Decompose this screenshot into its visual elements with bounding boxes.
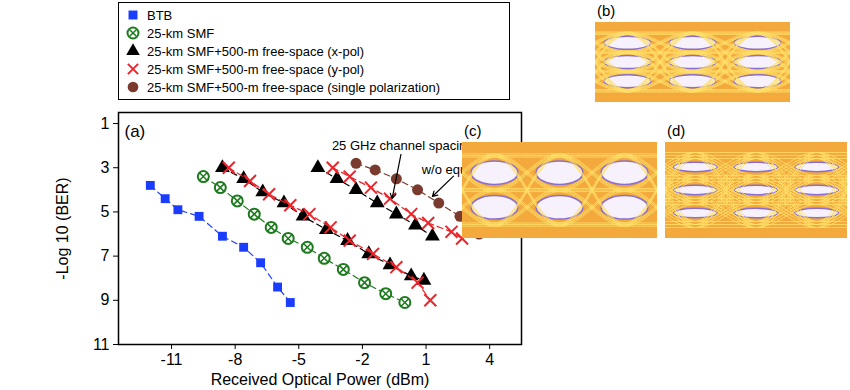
svg-text:4: 4 xyxy=(485,351,494,368)
svg-text:(d): (d) xyxy=(667,122,685,139)
svg-text:25 GHz channel spacing: 25 GHz channel spacing xyxy=(332,138,474,153)
svg-text:w/o equalizer: w/o equalizer xyxy=(421,162,499,177)
svg-text:-5: -5 xyxy=(292,351,306,368)
svg-text:11: 11 xyxy=(93,336,110,353)
svg-text:-8: -8 xyxy=(228,351,242,368)
svg-text:-Log 10 (BER): -Log 10 (BER) xyxy=(54,177,71,279)
svg-text:1: 1 xyxy=(101,115,110,132)
svg-text:7: 7 xyxy=(101,247,110,264)
svg-text:Received Optical Power (dBm): Received Optical Power (dBm) xyxy=(211,371,430,388)
svg-text:5: 5 xyxy=(101,203,110,220)
html-text:BTB: BTB xyxy=(147,7,173,23)
svg-text:(a): (a) xyxy=(125,122,146,141)
svg-text:1: 1 xyxy=(422,351,431,368)
svg-text:(b): (b) xyxy=(597,2,615,19)
svg-text:-2: -2 xyxy=(355,351,369,368)
svg-text:9: 9 xyxy=(101,291,110,308)
svg-text:3: 3 xyxy=(101,159,110,176)
html-text:25-km SMF+500-m free-space (y-: 25-km SMF+500-m free-space (y-pol) xyxy=(147,61,365,77)
html-text:25-km SMF+500-m free-space (si: 25-km SMF+500-m free-space (single polar… xyxy=(147,79,440,95)
html-text:25-km SMF+500-m free-space (x-: 25-km SMF+500-m free-space (x-pol) xyxy=(147,43,365,59)
html-text:25-km SMF: 25-km SMF xyxy=(147,25,215,41)
svg-text:(c): (c) xyxy=(464,122,482,139)
svg-text:-11: -11 xyxy=(161,351,183,368)
